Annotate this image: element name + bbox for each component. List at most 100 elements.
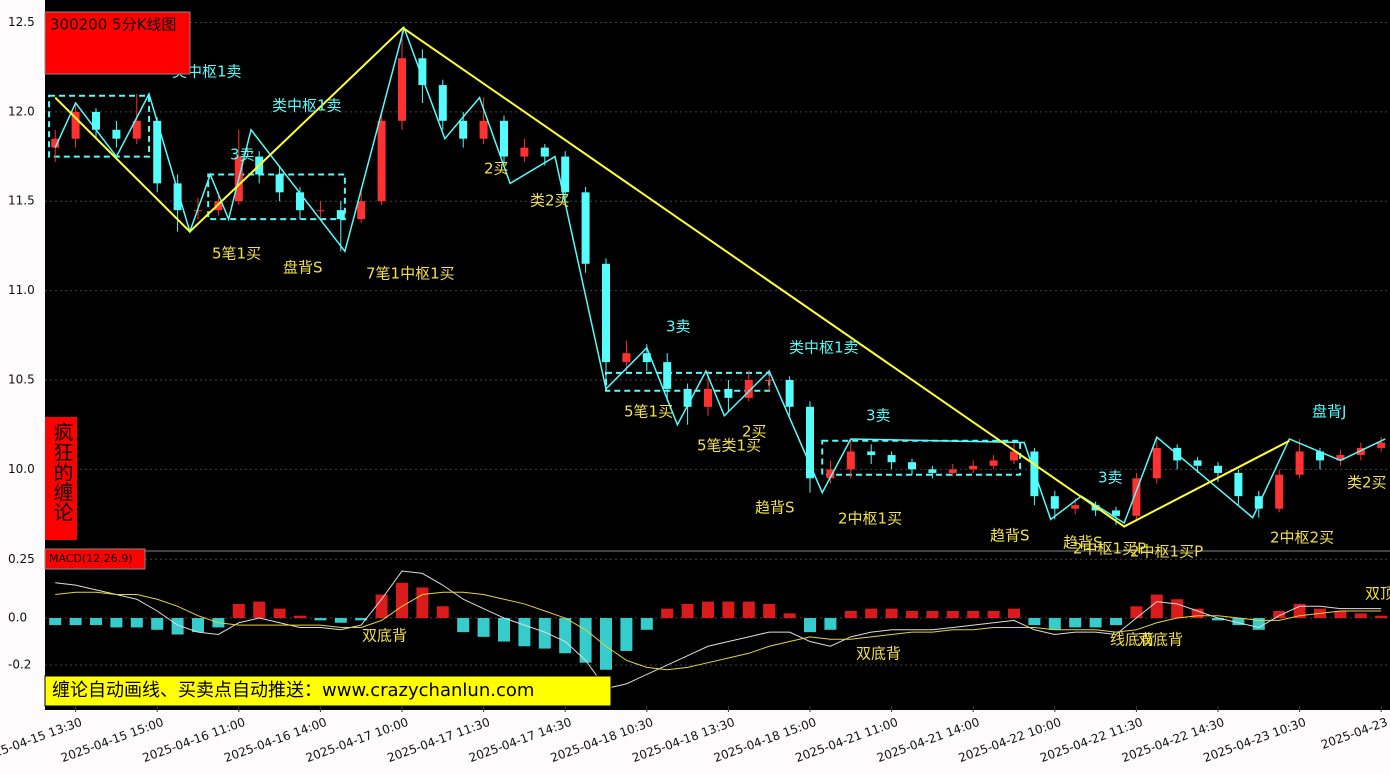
candle-body [989,460,998,466]
macd-bar [559,618,572,654]
banner-box [44,675,612,707]
macd-bar [396,582,408,619]
macd-label-box [44,548,146,570]
candle-body [846,451,855,470]
annotation: 趋背S [755,499,795,517]
annotation: 趋背S [990,527,1030,545]
annotation: 2中枢2买 [1270,529,1334,547]
candle-body [316,210,325,212]
y-tick-label: 11.5 [8,194,35,208]
chart-title: 300200 5分K线图 [50,16,176,34]
macd-bar [1008,608,1020,619]
macd-annotation: 双顶 [1365,585,1390,603]
annotation: 2买 [484,160,509,178]
x-tick-label: 2025-04-23 [1319,715,1389,752]
macd-bar [518,618,531,647]
dif-line [55,570,1382,690]
macd-bar [294,615,306,619]
candle-body [1050,496,1059,509]
macd-bar [130,618,143,628]
annotation: 趋背S [1063,534,1103,552]
candle-body [336,210,345,220]
candle-body [1275,474,1284,509]
candle-body [153,120,162,184]
candle-body [887,455,896,463]
macd-bar [865,608,878,619]
candle-body [1071,505,1080,509]
candle-body [1254,496,1263,509]
annotation: 2中枢1买P [1073,540,1146,558]
y-tick-label: -0.2 [8,658,31,672]
candle-body [51,138,60,148]
y-tick-label: 0.25 [8,552,35,566]
candle-body [765,379,774,381]
candle-body [561,156,570,193]
annotation: 类中枢1卖 [789,339,859,357]
annotation: 3卖 [1098,469,1123,487]
candle-body [71,111,80,139]
candle-body [132,120,141,139]
macd-bar [661,608,674,619]
candle-body [500,120,508,157]
candle-body [908,462,916,470]
macd-bar [742,601,755,619]
candle-body [602,263,610,363]
macd-bar [1089,618,1102,628]
macd-bar [1212,618,1224,621]
candle-body [418,58,427,86]
y-tick-label: 0.0 [8,611,27,625]
macd-bar [1130,606,1143,619]
annotation: 5笔1买 [212,245,261,263]
macd-bar [1150,594,1163,619]
macd-bar [90,618,102,626]
macd-bar [69,618,82,626]
annotation: 3卖 [666,318,691,336]
macd-label: MACD(12,26,9) [49,552,133,565]
dea-line [55,591,1382,671]
zhongshu-box [207,173,346,221]
macd-bar [457,618,470,633]
macd-bar [844,610,857,619]
macd-bar [355,618,368,621]
macd-bar [1191,608,1204,619]
macd-annotation: 双底背 [362,627,407,645]
annotation: 7笔1中枢1买 [366,265,455,283]
macd-bar [926,610,939,619]
candle-body [1295,451,1304,475]
macd-bar [273,608,286,619]
segment-line [54,26,1290,528]
candle-body [744,379,753,398]
macd-bar [620,618,633,651]
macd-bar [416,587,429,619]
candle-body [642,353,651,363]
candle-body [479,120,488,139]
macd-bar [232,603,245,619]
macd-annotation: 双底背 [1138,631,1183,649]
macd-bar [253,601,266,619]
candle-body [540,147,549,157]
macd-bar [702,601,714,619]
candle-body [683,388,692,407]
macd-bar [1354,613,1367,619]
candle-body [1193,460,1202,466]
macd-bar [946,610,959,619]
candle-body [663,362,672,389]
annotation: 类2买 [1347,474,1387,492]
macd-bar [1110,618,1122,626]
side-label-box [45,417,77,540]
macd-bar [763,603,776,619]
macd-bar [906,610,918,619]
macd-bar [640,618,653,630]
plot-background [45,0,1390,710]
macd-bar [1171,599,1184,619]
macd-bar [1273,610,1286,619]
annotation: 类2买 [530,192,570,210]
zhongshu-box [821,439,1022,476]
candle-body [1112,510,1120,516]
candle-body [704,388,712,407]
title-box [44,11,191,75]
candle-body [357,201,366,220]
candle-body [1336,455,1345,461]
y-tick-label: 11.0 [8,283,35,297]
